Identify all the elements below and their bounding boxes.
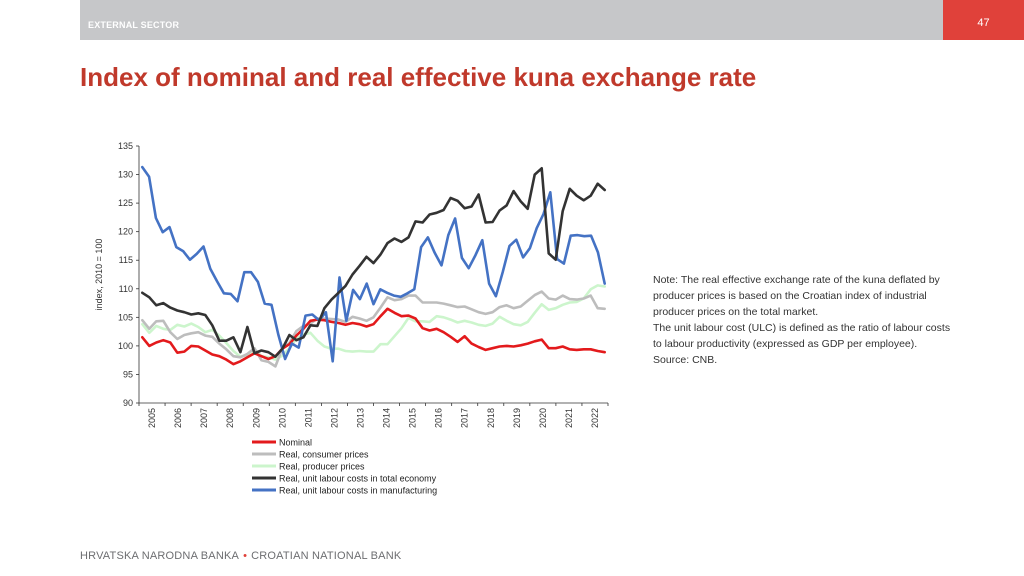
note-source: Source: CNB. [653,352,953,368]
page-number: 47 [943,17,1024,29]
x-tick-label: 2010 [277,408,287,428]
y-axis-label: index, 2010 = 100 [94,239,104,311]
header-band [80,0,943,40]
exchange-rate-chart: 90 95 100 105 110 115 120 125 130 135 2005 2006 2007… [80,130,640,510]
x-tick-label: 2008 [225,408,235,428]
series-line [142,168,604,356]
y-tick-label: 95 [123,369,133,379]
x-tick-label: 2014 [382,408,392,428]
x-tick-label: 2005 [147,408,157,428]
page-number-box: 47 [943,0,1024,40]
footer: HRVATSKA NARODNA BANKA • CROATIAN NATIONAL… [80,550,401,562]
y-tick-label: 135 [118,141,133,151]
legend-label: Real, unit labour costs in manufacturing [279,486,437,496]
note-line: Note: The real effective exchange rate o… [653,272,953,320]
x-tick-label: 2021 [564,408,574,428]
x-tick-label: 2019 [512,408,522,428]
x-tick-label: 2009 [251,408,261,428]
y-tick-label: 90 [123,398,133,408]
y-tick-label: 110 [119,284,133,294]
footer-separator: • [239,550,251,562]
chart-note: Note: The real effective exchange rate o… [653,272,953,368]
x-tick-label: 2007 [199,408,209,428]
page-title: Index of nominal and real effective kuna… [80,62,756,93]
x-tick-label: 2011 [303,408,313,427]
y-tick-label: 130 [118,170,133,180]
footer-left: HRVATSKA NARODNA BANKA [80,550,239,562]
x-tick-label: 2017 [460,408,470,428]
x-tick-label: 2016 [434,408,444,428]
footer-right: CROATIAN NATIONAL BANK [251,550,401,562]
y-tick-label: 120 [118,227,133,237]
legend-label: Real, producer prices [279,462,365,472]
legend-label: Nominal [279,438,312,448]
y-tick-label: 115 [119,255,133,265]
x-tick-label: 2022 [590,408,600,428]
x-tick-label: 2012 [329,408,339,428]
legend-label: Real, unit labour costs in total economy [279,474,437,484]
x-tick-label: 2006 [173,408,183,428]
y-tick-label: 100 [118,341,133,351]
y-tick-label: 105 [118,312,133,322]
x-tick-label: 2013 [355,408,365,428]
x-tick-label: 2018 [486,408,496,428]
legend-label: Real, consumer prices [279,450,369,460]
note-line: The unit labour cost (ULC) is defined as… [653,320,953,352]
section-label: EXTERNAL SECTOR [88,20,179,30]
x-tick-label: 2015 [408,408,418,428]
x-tick-label: 2020 [538,408,548,428]
y-tick-label: 125 [118,198,133,208]
